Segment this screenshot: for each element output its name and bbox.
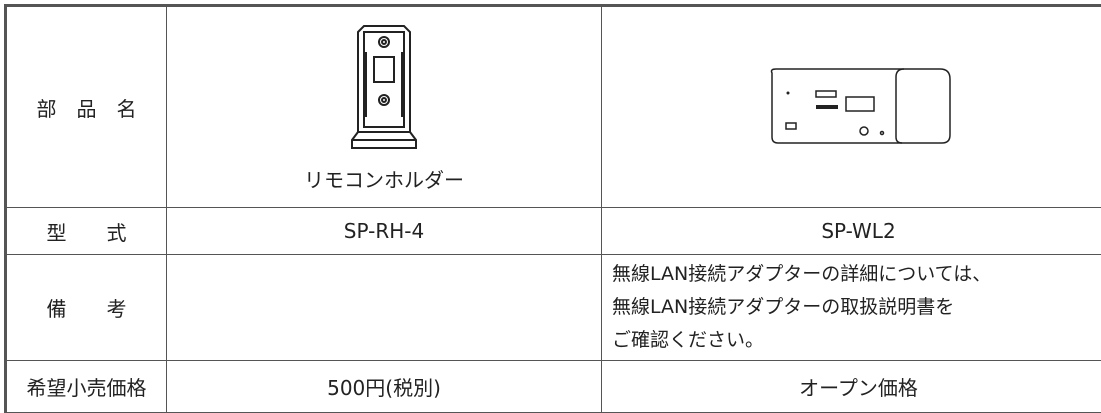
cell: SP-RH-4	[167, 208, 602, 255]
cell: SP-WL2	[602, 208, 1101, 255]
spec-table: 部 品 名 リモコンホルダー	[4, 4, 1101, 413]
note-line: ご確認ください。	[612, 324, 1101, 357]
row-label: 型 式	[6, 208, 167, 255]
row: 型 式 SP-RH-4 SP-WL2	[6, 208, 1101, 255]
row: 希望小売価格 500円(税別) オープン価格	[6, 361, 1101, 413]
note-line: 無線LAN接続アダプターの詳細については、	[612, 258, 1101, 291]
cell: リモコンホルダー	[167, 6, 602, 208]
adapter-image	[764, 65, 954, 145]
row-label: 希望小売価格	[6, 361, 167, 413]
cell	[167, 255, 602, 361]
note-line: 無線LAN接続アダプターの取扱説明書を	[612, 291, 1101, 324]
remote-holder-image	[344, 22, 424, 152]
cell	[602, 6, 1101, 208]
row-label: 部 品 名	[6, 6, 167, 208]
row: 備 考 無線LAN接続アダプターの詳細については、 無線LAN接続アダプターの取…	[6, 255, 1101, 361]
row: 部 品 名 リモコンホルダー	[6, 6, 1101, 208]
cell: 無線LAN接続アダプターの詳細については、 無線LAN接続アダプターの取扱説明書…	[602, 255, 1101, 361]
cell: 500円(税別)	[167, 361, 602, 413]
row-label: 備 考	[6, 255, 167, 361]
cell: オープン価格	[602, 361, 1101, 413]
caption: リモコンホルダー	[304, 164, 464, 193]
